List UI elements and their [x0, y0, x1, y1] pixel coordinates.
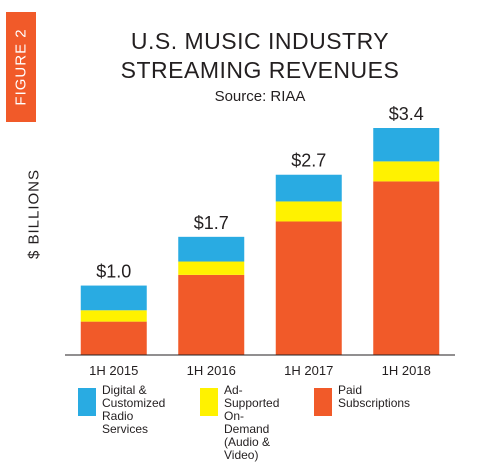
bar-segment-digital-3 [275, 174, 342, 202]
bar-segment-paid-2 [178, 274, 245, 355]
bar-segment-ad-supported-1 [80, 310, 147, 322]
x-tick-label-2: 1H 2016 [187, 363, 236, 378]
chart-title-line-1: U.S. MUSIC INDUSTRY [130, 28, 390, 54]
bar-total-label-4: $3.4 [389, 104, 424, 124]
bar-total-label-1: $1.0 [96, 262, 131, 282]
legend-label-ad-supported: Ad-Supported On-Demand (Audio & Video) [224, 383, 280, 462]
legend-label-paid: Paid Subscriptions [338, 383, 411, 410]
legend-swatch-paid [314, 388, 332, 416]
bar-total-label-2: $1.7 [194, 213, 229, 233]
bar-segment-paid-1 [80, 321, 147, 355]
bar-segment-ad-supported-2 [178, 261, 245, 275]
x-tick-label-3: 1H 2017 [284, 363, 333, 378]
bar-total-label-3: $2.7 [291, 151, 326, 171]
bar-segment-digital-1 [80, 285, 147, 311]
bar-segment-paid-3 [275, 221, 342, 355]
bar-segment-digital-2 [178, 236, 245, 262]
bar-segment-paid-4 [373, 181, 440, 355]
legend-swatch-ad-supported [200, 388, 218, 416]
x-tick-label-1: 1H 2015 [89, 363, 138, 378]
figure-label-tab: FIGURE 2 [6, 12, 36, 122]
chart-subtitle: Source: RIAA [214, 88, 306, 105]
legend-label-digital: Digital & Customized Radio Services [102, 383, 166, 436]
legend-swatch-digital [78, 388, 96, 416]
x-tick-label-4: 1H 2018 [382, 363, 431, 378]
chart-title-line-2: STREAMING REVENUES [120, 57, 400, 83]
bar-segment-digital-4 [373, 128, 440, 162]
bar-segment-ad-supported-4 [373, 161, 440, 182]
bar-segment-ad-supported-3 [275, 201, 342, 222]
